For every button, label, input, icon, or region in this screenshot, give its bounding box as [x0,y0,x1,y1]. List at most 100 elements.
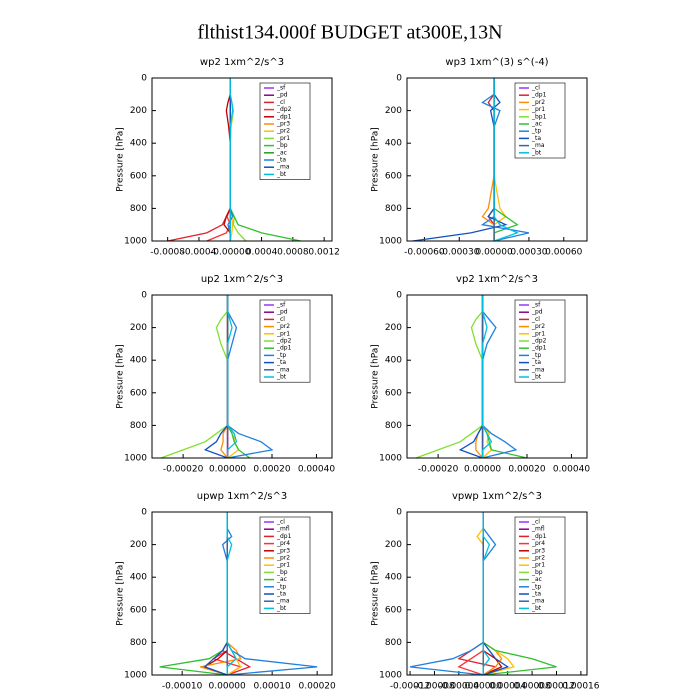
legend-label: _ta [276,359,286,366]
legend-label: _mfl [531,526,545,533]
legend-label: _pr4 [276,540,290,547]
y-tick-label: 200 [130,323,147,333]
y-tick-label: 0 [396,291,402,301]
legend-box [514,516,566,614]
y-tick-label: 600 [385,388,402,398]
legend-label: _pr2 [276,128,290,135]
plot-frame [151,77,333,242]
x-tick-label: -0.00004 [439,682,480,692]
chart-title: flthist134.000f BUDGET at300E,13N [197,22,502,44]
legend-label: _dp1 [531,533,547,540]
y-tick-label: 400 [385,356,402,366]
legend-label: _ta [531,591,541,598]
y-tick-label: 0 [141,291,147,301]
series-line [482,512,491,675]
x-tick-label: -0.00020 [163,465,204,475]
series-line [482,512,503,676]
y-axis-label: Pressure [hPa] [116,127,126,192]
y-tick-label: 800 [385,421,402,431]
x-tick-label: 0.00020 [299,682,336,692]
y-tick-label: 0 [396,74,402,84]
legend-label: _dp1 [276,113,292,120]
y-tick-label: 400 [130,356,147,366]
legend-label: _pr1 [531,330,545,337]
x-tick-label: 0.00000 [475,248,512,258]
series-line [226,512,242,676]
legend-label: _bt [276,171,287,178]
y-tick-label: 400 [130,573,147,583]
legend-label: _pd [276,309,288,316]
panel-title: up2 1xm^2/s^3 [201,274,283,285]
x-tick-label: 0.0008 [277,248,309,258]
legend-label: _ac [276,149,287,156]
legend-label: _pr3 [276,547,290,554]
series-line [481,295,493,458]
y-tick-label: 600 [130,171,147,181]
y-tick-label: 800 [130,421,147,431]
legend-label: _pr1 [531,106,545,113]
legend-label: _pr2 [531,99,545,106]
panel-title: wp2 1xm^2/s^3 [200,57,284,68]
x-tick-label: -0.00008 [414,682,455,692]
x-tick-label: -0.00012 [390,682,430,692]
x-tick-label: -0.00030 [439,248,480,258]
series-line [415,295,484,459]
legend-label: _ma [276,366,290,373]
x-tick-label: -0.00010 [162,682,203,692]
plot-frame [151,511,333,676]
x-tick-label: 0.00010 [254,682,291,692]
x-tick-label: 0.00020 [253,465,290,475]
series-line [160,295,229,459]
x-tick-label: 0.00012 [538,682,575,692]
legend-label: _cl [531,316,540,323]
legend-label: _ta [531,135,541,142]
legend-box [259,82,311,180]
y-tick-label: 1000 [124,454,147,464]
x-tick-label: 0.0012 [308,248,340,258]
y-tick-label: 800 [130,204,147,214]
legend-label: _pr1 [276,330,290,337]
legend-label: _sf [276,85,286,92]
y-tick-label: 1000 [124,671,147,681]
legend-label: _bp [276,569,288,576]
legend-label: _pr2 [531,323,545,330]
legend-label: _bp [531,569,543,576]
y-axis-label: Pressure [hPa] [371,127,381,192]
x-tick-label: 0.00000 [465,682,502,692]
y-tick-label: 200 [385,540,402,550]
y-tick-label: 400 [385,139,402,149]
x-tick-label: 0.00040 [298,465,335,475]
panel-title: vpwp 1xm^2/s^3 [452,491,542,502]
y-axis-label: Pressure [hPa] [116,561,126,626]
legend-label: _cl [531,85,540,92]
legend-label: _bt [531,605,542,612]
legend-label: _dp1 [531,345,547,352]
legend-label: _pr2 [276,323,290,330]
series-line [226,512,237,675]
legend-label: _dp2 [276,338,292,345]
legend-label: _ta [276,591,286,598]
y-tick-label: 200 [130,106,147,116]
legend-label: _ta [531,359,541,366]
y-tick-label: 400 [130,139,147,149]
legend-label: _dp2 [531,338,547,345]
legend-box [259,299,311,383]
legend-label: _pr1 [531,562,545,569]
y-tick-label: 600 [130,605,147,615]
series-line [226,295,238,458]
legend-label: _bp1 [531,113,547,120]
legend-label: _sf [531,302,541,309]
series-line [482,512,503,676]
series-line [220,295,229,459]
series-line [159,512,228,676]
series-line [167,78,231,242]
x-tick-label: 0.00040 [553,465,590,475]
series-line [493,78,519,241]
legend-label: _bt [276,374,287,381]
panel-title: upwp 1xm^2/s^3 [197,491,287,502]
legend-label: _pr3 [276,121,290,128]
legend-label: _ma [276,598,290,605]
legend-label: _bt [531,149,542,156]
plot-frame [406,511,588,676]
x-tick-label: 0.00000 [209,465,246,475]
